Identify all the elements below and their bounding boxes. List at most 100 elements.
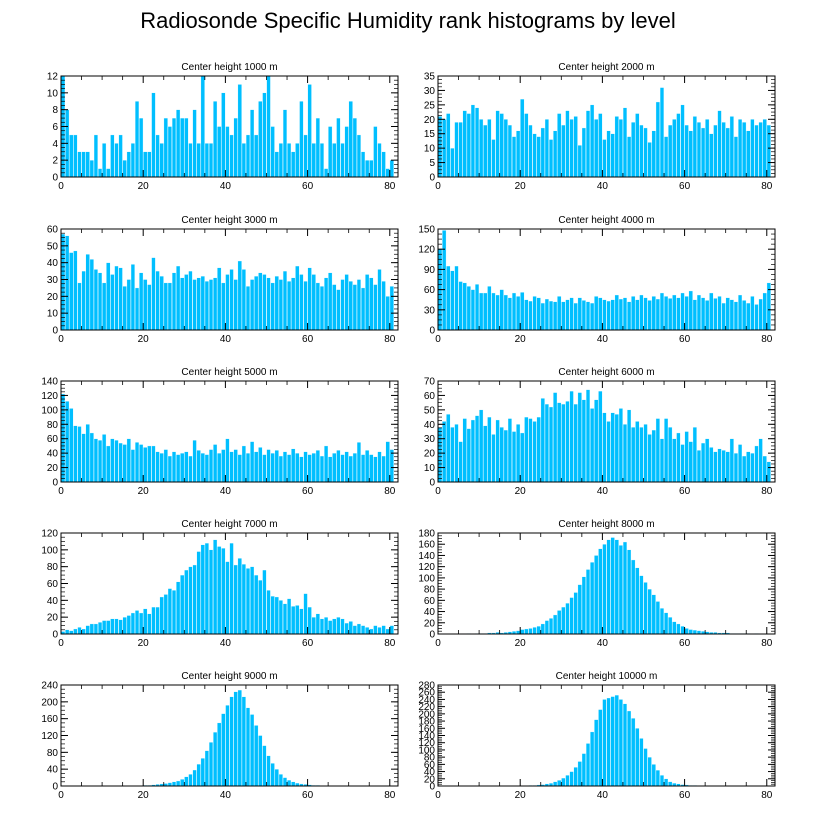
histogram-bar [365,159,370,178]
histogram-bar [245,452,251,483]
histogram-bar [241,696,246,787]
histogram-bar [635,113,640,178]
histogram-bar [487,119,492,178]
histogram-bar [606,697,611,787]
histogram-bar [622,703,628,787]
y-tick-label: 30 [424,434,436,445]
histogram-bar [581,399,586,483]
x-tick-label: 20 [515,334,527,345]
x-tick-label: 60 [679,334,691,345]
histogram-bar [610,412,615,483]
histogram-bar [680,292,685,331]
histogram-bar [692,629,697,635]
histogram-bar [303,593,308,635]
histogram-bar [196,143,201,178]
y-tick-label: 20 [47,463,59,474]
histogram-bar [176,581,181,635]
histogram-bar [491,139,496,178]
histogram-bar [356,442,362,483]
y-tick-label: 0 [429,326,435,337]
histogram-bar [291,606,296,635]
histogram-bar [618,119,623,178]
histogram-bar [77,282,82,331]
histogram-bar [581,576,586,635]
histogram-bar [77,627,82,635]
histogram-bar [237,558,242,635]
histogram-bar [470,419,476,483]
histogram-bar [217,722,222,787]
y-tick-label: 60 [424,596,436,607]
y-tick-label: 40 [47,449,59,460]
histogram-bar [762,455,767,483]
histogram-bar [627,549,632,635]
y-tick-label: 100 [41,405,58,416]
y-tick-label: 0 [429,782,435,793]
histogram-bar [147,445,152,483]
histogram-bar [196,450,201,483]
histogram-bar [213,277,218,331]
histogram-bar [303,451,308,483]
histogram-bar [553,301,558,331]
histogram-bar [287,598,292,635]
histogram-bar [577,761,582,787]
y-tick-label: 120 [418,245,435,256]
histogram-bar [684,431,689,483]
histogram-bar [118,619,123,635]
histogram-bar [262,745,267,787]
histogram-bar [229,269,234,331]
histogram-bar [348,281,353,331]
histogram-bar [192,109,197,178]
histogram-bar [659,292,665,331]
histogram-bar [258,447,263,483]
histogram-bar [381,455,386,483]
y-tick-label: 20 [424,774,436,785]
histogram-bar [602,544,607,635]
x-tick-label: 60 [302,790,314,801]
histogram-bar [81,270,86,331]
histogram-bar [159,452,164,483]
histogram-bar [511,292,517,331]
histogram-bar [352,625,357,635]
histogram-bar [664,612,669,635]
x-tick-label: 0 [435,486,441,497]
x-tick-label: 0 [435,790,441,801]
histogram-bar [462,282,467,331]
x-tick-label: 40 [220,334,232,345]
y-tick-label: 0 [429,478,435,489]
histogram-bar [365,450,370,483]
histogram-bar [491,434,496,483]
x-tick-label: 20 [138,486,150,497]
histogram-bar [692,299,697,331]
histogram-bar [221,282,226,331]
histogram-bar [134,442,140,483]
histogram-bar [110,438,115,483]
histogram-bar [254,451,259,483]
histogram-bar [130,264,136,331]
histogram-bar [614,694,619,787]
histogram-bar [229,696,234,787]
histogram-bar [134,101,140,178]
histogram-bar [233,691,238,787]
histogram-bar [659,608,665,635]
histogram-bar [208,549,214,635]
histogram-bar [348,621,353,635]
x-tick-label: 40 [220,181,232,192]
histogram-bar [561,301,566,331]
histogram-bar [200,544,205,635]
histogram-bar [287,779,292,787]
histogram-bar [577,297,582,331]
histogram-bar [737,444,743,483]
y-tick-label: 40 [47,258,59,269]
histogram-bar [332,284,337,331]
histogram-bar [126,615,131,635]
figure-title: Radiosonde Specific Humidity rank histog… [140,8,676,33]
histogram-bar [668,298,673,331]
histogram-bar [479,292,484,331]
histogram-bar [684,296,689,331]
histogram-bar [229,451,234,483]
histogram-bar [155,606,160,635]
y-tick-label: 60 [424,285,436,296]
histogram-bar [180,117,185,178]
histogram-bar [319,455,325,483]
histogram-bar [544,119,549,178]
